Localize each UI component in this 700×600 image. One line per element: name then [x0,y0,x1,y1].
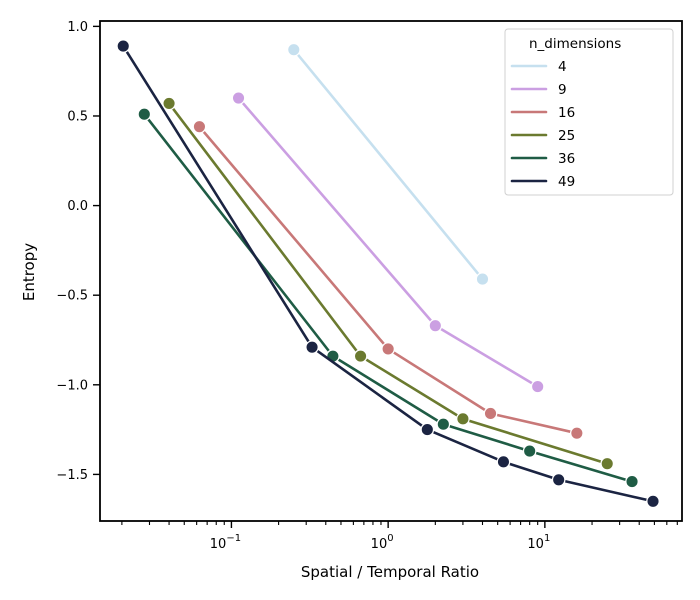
data-point [437,418,449,430]
legend-label-49: 49 [558,174,575,190]
legend-label-9: 9 [558,82,567,98]
y-tick-label: −1.5 [56,468,88,483]
data-point [531,380,543,392]
data-point [601,457,613,469]
data-point [193,121,205,133]
y-tick-label: 1.0 [67,20,88,35]
data-point [647,495,659,507]
data-point [571,427,583,439]
series-4 [288,43,489,285]
data-point [626,475,638,487]
y-tick-label: −0.5 [56,289,88,304]
data-point [117,40,129,52]
data-point [497,456,509,468]
data-point [382,343,394,355]
data-point [476,273,488,285]
data-point [421,423,433,435]
data-point [138,108,150,120]
data-point [288,43,300,55]
legend-title: n_dimensions [529,36,621,52]
legend-label-36: 36 [558,151,575,167]
y-axis-label: Entropy [20,243,38,301]
y-tick-label: 0.5 [67,109,88,124]
data-point [429,319,441,331]
data-point [523,445,535,457]
series-line-4 [294,50,483,279]
y-tick-label: 0.0 [67,199,88,214]
data-point [232,92,244,104]
x-tick-label: 10−1 [210,533,241,552]
data-point [163,97,175,109]
legend-label-25: 25 [558,128,575,144]
data-point [354,350,366,362]
data-point [484,407,496,419]
y-tick-label: −1.0 [56,378,88,393]
legend-label-16: 16 [558,105,575,121]
x-tick-label: 101 [527,533,550,552]
data-point [457,413,469,425]
data-point [552,474,564,486]
legend-label-4: 4 [558,59,567,75]
x-axis-label: Spatial / Temporal Ratio [301,563,479,581]
x-tick-label: 100 [371,533,394,552]
data-point [306,341,318,353]
